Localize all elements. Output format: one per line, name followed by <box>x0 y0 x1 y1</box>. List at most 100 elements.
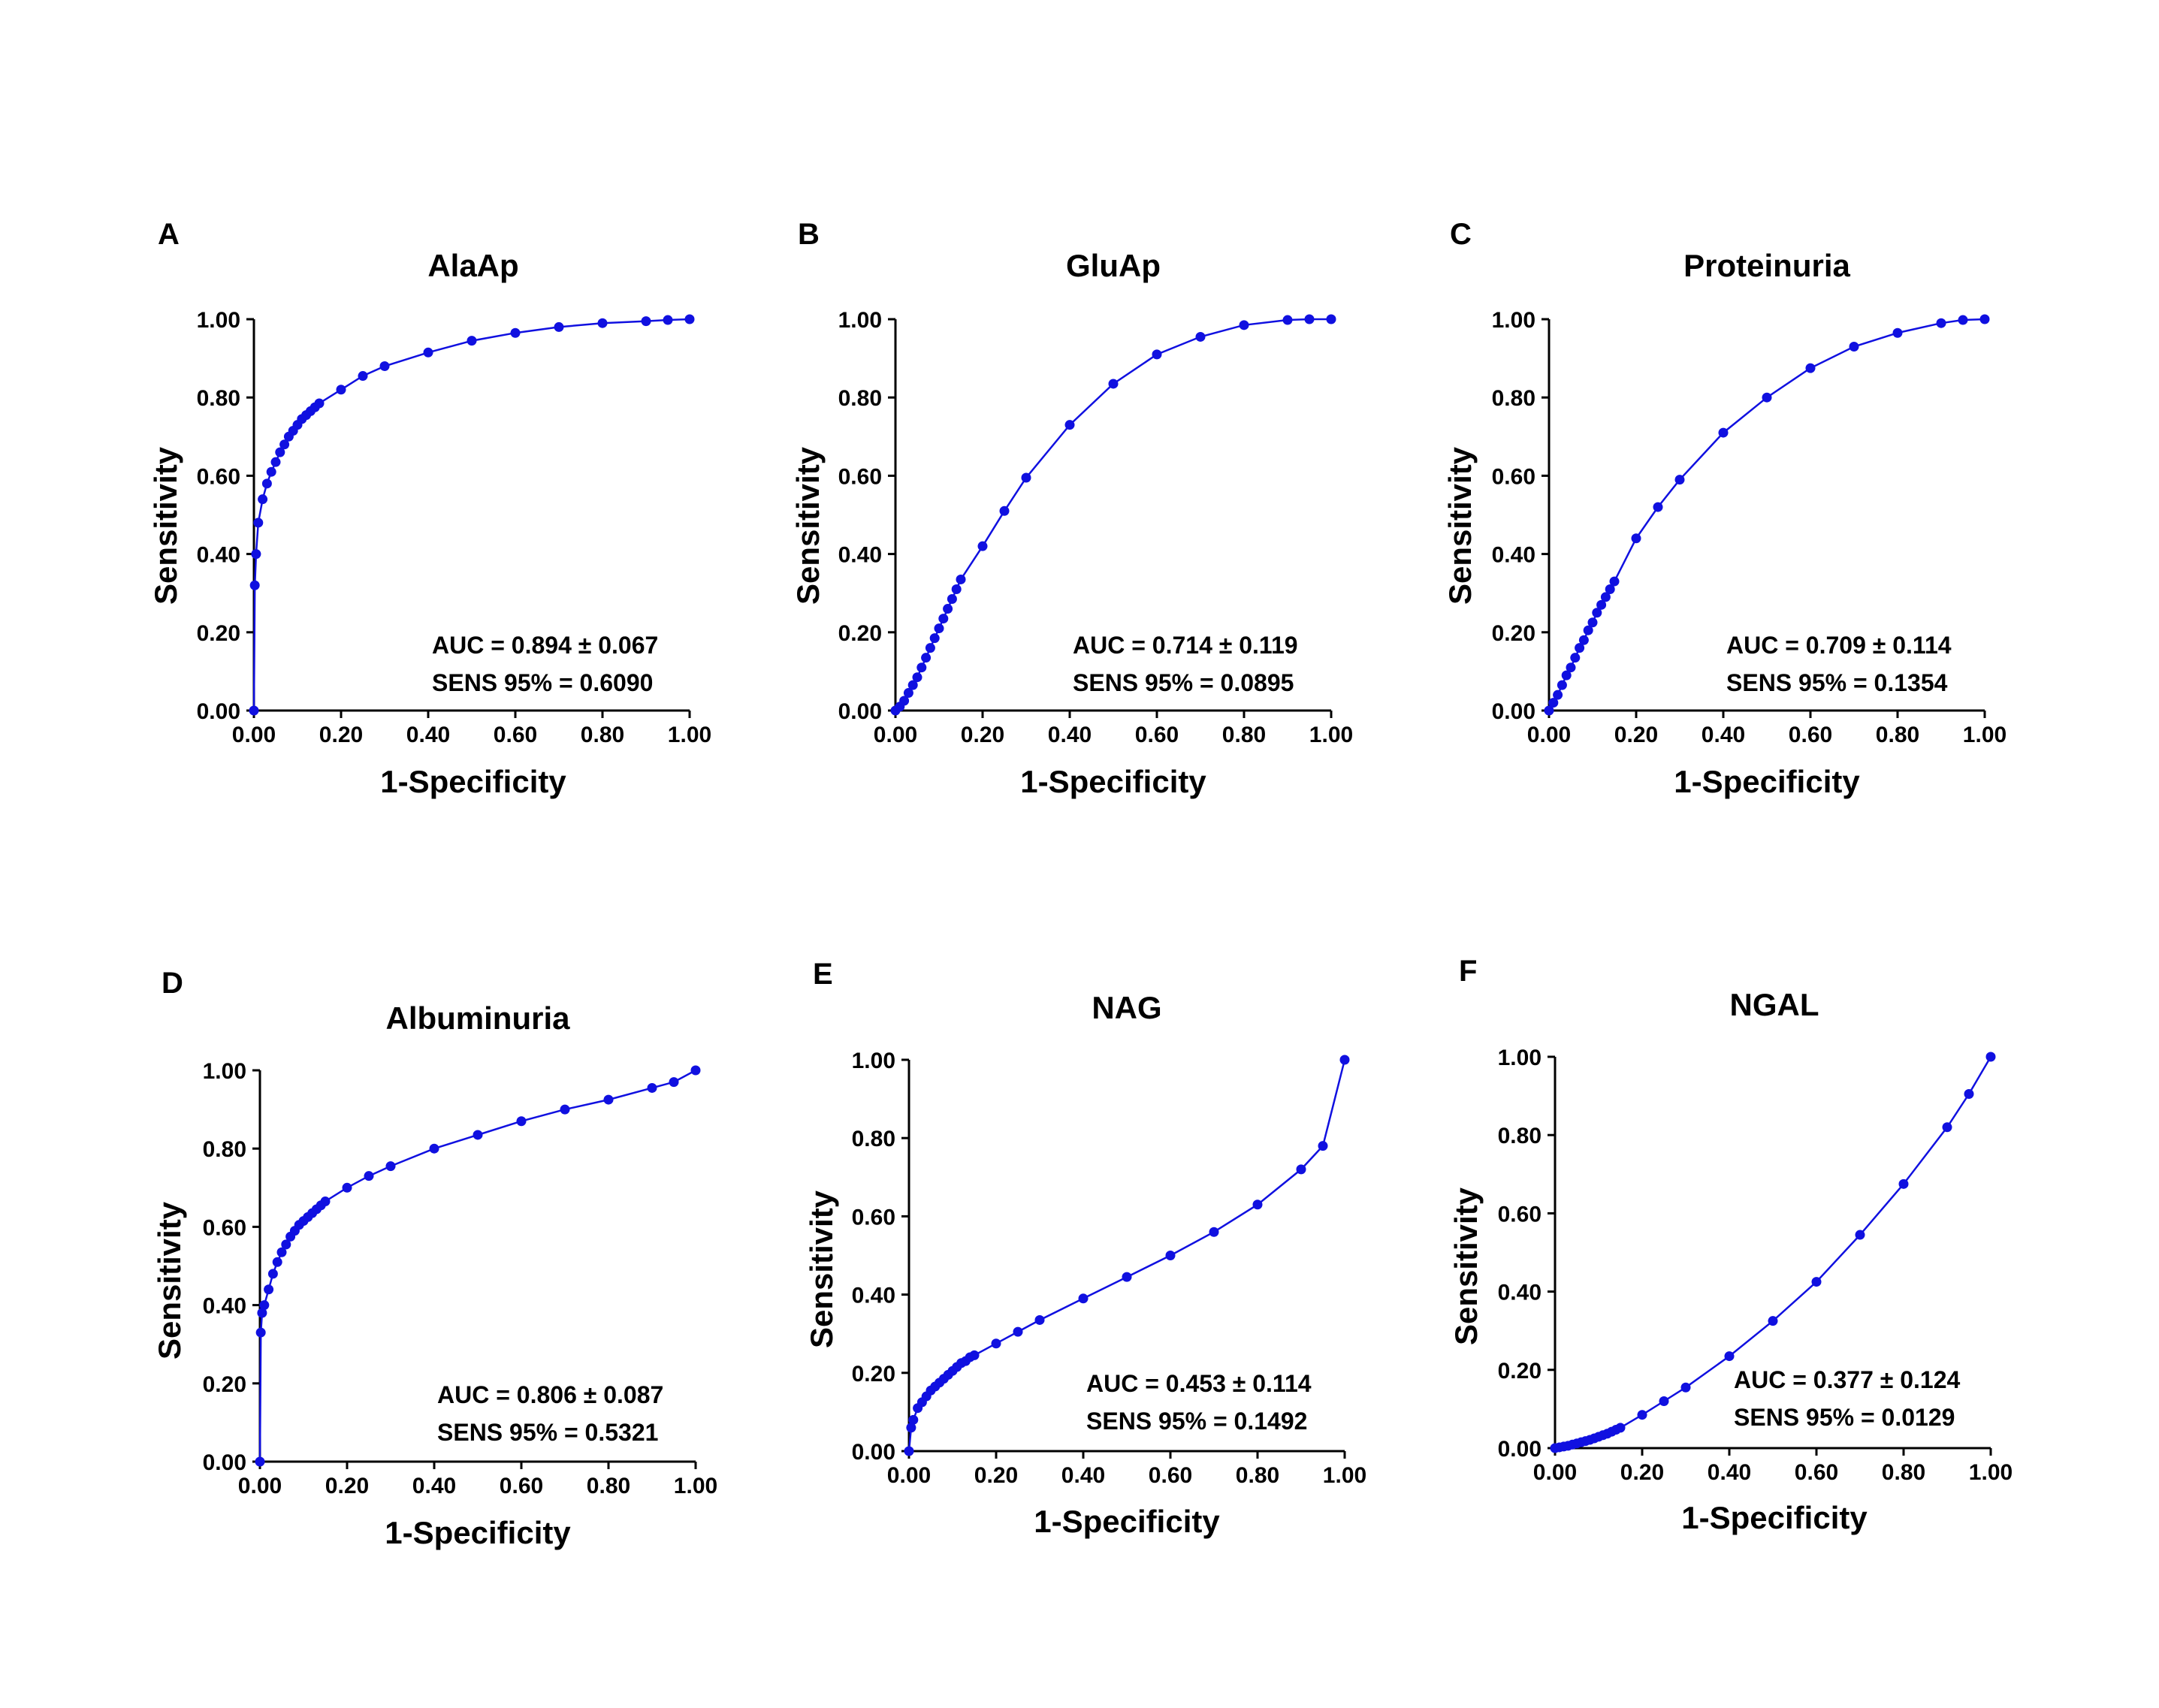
roc-point <box>516 1116 527 1127</box>
roc-point <box>956 574 966 584</box>
roc-point <box>1805 363 1816 373</box>
roc-point <box>1544 705 1554 716</box>
roc-point <box>903 688 913 699</box>
x-tick-label: 0.80 <box>1222 723 1266 747</box>
roc-point <box>257 1308 267 1318</box>
y-tick-label: 0.60 <box>1498 1202 1541 1227</box>
roc-point <box>1339 1055 1350 1065</box>
panel-letter: F <box>1459 955 1477 988</box>
x-tick-label: 0.00 <box>1533 1460 1577 1485</box>
roc-point <box>275 447 285 457</box>
roc-point <box>904 1446 914 1456</box>
x-tick-label: 0.20 <box>1620 1460 1664 1485</box>
y-tick-label: 1.00 <box>1492 308 1535 333</box>
roc-panel-e: E NAG 0.00 0.20 0.40 0.60 0.80 1.00 0.00 0.20 0.40… <box>804 958 1366 1539</box>
roc-panel-f: F NGAL 0.00 0.20 0.40 0.60 0.80 1.00 0.00 0.20 0.4… <box>1448 955 2013 1535</box>
y-tick-label: 0.80 <box>197 386 240 411</box>
roc-point <box>510 327 521 338</box>
x-tick-label: 0.80 <box>1876 723 1919 747</box>
panel-letter: A <box>158 218 180 251</box>
sens-annotation: SENS 95% = 0.0895 <box>1073 669 1294 696</box>
y-tick-label: 0.40 <box>838 543 882 568</box>
x-tick-label: 0.60 <box>500 1474 543 1498</box>
roc-point <box>969 1350 980 1360</box>
roc-point <box>1855 1230 1865 1240</box>
roc-point <box>554 321 564 332</box>
roc-point <box>259 1300 270 1311</box>
roc-point <box>560 1104 570 1115</box>
roc-point <box>977 541 988 551</box>
roc-point <box>264 1284 274 1295</box>
roc-point <box>669 1077 679 1088</box>
x-tick-label: 1.00 <box>674 1474 717 1498</box>
panel-letter: E <box>813 958 833 991</box>
roc-point <box>1958 315 1968 325</box>
x-tick-label: 1.00 <box>668 723 711 747</box>
panel-letter: B <box>798 218 820 251</box>
x-tick-label: 0.40 <box>412 1474 456 1498</box>
roc-point <box>1849 341 1859 352</box>
y-axis-label: Sensitivity <box>804 1190 839 1348</box>
roc-point <box>385 1161 396 1172</box>
roc-point <box>281 1239 291 1250</box>
roc-point <box>1548 698 1559 708</box>
y-tick-label: 0.20 <box>852 1362 895 1387</box>
roc-point <box>1013 1326 1023 1337</box>
roc-point <box>943 604 953 614</box>
roc-point <box>429 1143 439 1154</box>
y-tick-label: 0.60 <box>203 1215 246 1240</box>
roc-point <box>929 633 940 644</box>
roc-point <box>690 1065 701 1076</box>
roc-point <box>379 361 390 372</box>
roc-point <box>1583 625 1593 635</box>
roc-point <box>320 1197 331 1207</box>
y-tick-label: 0.00 <box>1498 1437 1541 1462</box>
roc-point <box>1239 320 1249 330</box>
roc-point <box>597 318 608 328</box>
panel-title: AlaAp <box>427 248 518 283</box>
roc-point <box>921 653 932 663</box>
x-tick-label: 0.40 <box>1048 723 1092 747</box>
roc-point <box>647 1082 657 1093</box>
x-axis-label: 1-Specificity <box>380 764 566 799</box>
x-tick-label: 0.20 <box>974 1463 1018 1488</box>
sens-annotation: SENS 95% = 0.6090 <box>432 669 653 696</box>
x-tick-label: 1.00 <box>1323 1463 1366 1488</box>
panel-title: NAG <box>1092 990 1161 1025</box>
roc-point <box>249 580 260 590</box>
y-tick-label: 1.00 <box>1498 1046 1541 1070</box>
roc-point <box>1600 592 1611 602</box>
x-tick-label: 0.40 <box>1702 723 1745 747</box>
y-tick-label: 0.60 <box>852 1205 895 1230</box>
y-axis-label: Sensitivity <box>148 446 183 605</box>
roc-panel-c: C Proteinuria 0.00 0.20 0.40 0.60 0.80 1.00 0.00… <box>1442 218 2007 799</box>
y-tick-label: 1.00 <box>852 1049 895 1073</box>
y-tick-label: 0.20 <box>203 1372 246 1397</box>
y-tick-label: 0.80 <box>838 386 882 411</box>
roc-point <box>1195 331 1206 342</box>
roc-point <box>1165 1251 1176 1260</box>
roc-point <box>267 1269 278 1279</box>
roc-point <box>1575 643 1585 653</box>
roc-point <box>1021 472 1031 483</box>
roc-point <box>279 439 290 450</box>
y-tick-label: 0.40 <box>203 1294 246 1319</box>
roc-point <box>1078 1293 1089 1304</box>
y-axis-label: Sensitivity <box>1448 1187 1484 1345</box>
y-tick-label: 0.20 <box>1498 1359 1541 1384</box>
roc-point <box>1615 1423 1626 1433</box>
roc-point <box>364 1171 374 1181</box>
roc-point <box>266 466 276 477</box>
roc-point <box>342 1182 352 1193</box>
y-tick-label: 0.20 <box>197 621 240 646</box>
y-tick-label: 0.00 <box>197 699 240 724</box>
roc-point <box>423 347 433 358</box>
auc-annotation: AUC = 0.709 ± 0.114 <box>1726 632 1952 659</box>
x-tick-label: 0.20 <box>961 723 1004 747</box>
roc-point <box>253 518 264 528</box>
roc-point <box>255 1327 266 1338</box>
y-tick-label: 0.80 <box>1492 386 1535 411</box>
roc-point <box>1587 617 1598 628</box>
roc-point <box>276 1247 287 1257</box>
roc-point <box>899 696 910 706</box>
